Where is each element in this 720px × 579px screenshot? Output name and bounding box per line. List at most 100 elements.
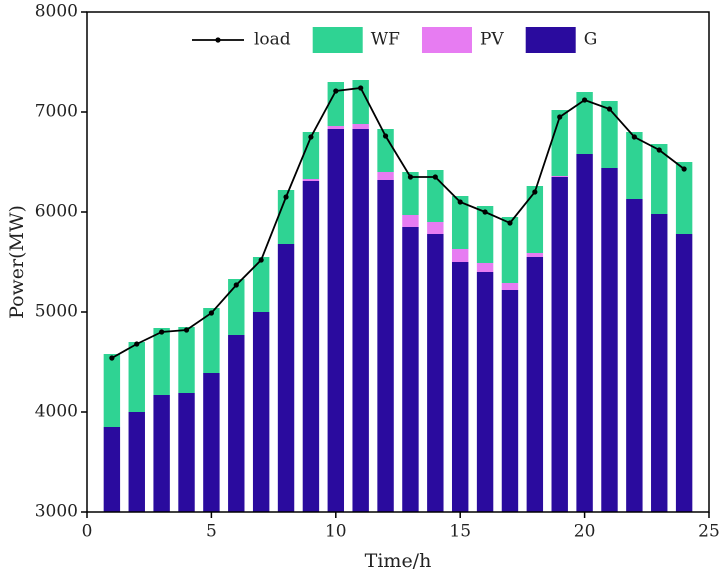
- load-marker: [208, 310, 214, 316]
- bar-segment: [526, 257, 544, 512]
- bar-segment: [228, 335, 245, 512]
- load-marker: [233, 282, 239, 288]
- bar-segment: [302, 132, 320, 179]
- bar-segment: [352, 124, 369, 129]
- bar-segment: [377, 180, 394, 512]
- load-marker: [557, 114, 563, 120]
- x-tick-label: 15: [449, 522, 471, 542]
- load-marker: [432, 174, 438, 180]
- bar-segment: [252, 257, 270, 312]
- y-tick-label: 7000: [35, 102, 78, 122]
- bar-segment: [252, 312, 270, 512]
- bar-segment: [526, 253, 544, 257]
- plot-frame: [86, 11, 710, 513]
- legend-label: load: [254, 30, 291, 50]
- x-axis-title: Time/h: [365, 550, 432, 572]
- load-marker: [134, 341, 140, 347]
- bar-segment: [203, 308, 220, 373]
- legend-label: PV: [480, 30, 504, 50]
- bar-segment: [551, 176, 568, 177]
- legend-swatch: [421, 27, 472, 53]
- bar-segment: [651, 214, 668, 512]
- bar-segment: [128, 412, 145, 512]
- load-marker: [382, 133, 389, 139]
- bar-segment: [402, 215, 419, 227]
- bar-segment: [626, 132, 643, 199]
- bar-segment: [551, 177, 568, 512]
- bar-segment: [451, 249, 469, 262]
- bar-segment: [153, 395, 170, 512]
- x-tick-label: 5: [206, 522, 217, 542]
- legend-swatch: [312, 27, 363, 53]
- bar-segment: [352, 129, 369, 512]
- load-marker: [482, 209, 488, 215]
- bar-segment: [128, 342, 145, 412]
- load-marker: [631, 134, 637, 140]
- y-tick-label: 4000: [35, 402, 78, 422]
- load-marker: [283, 194, 289, 200]
- bar-segment: [576, 154, 593, 512]
- load-marker: [507, 220, 513, 226]
- bar-segment: [103, 354, 121, 427]
- y-axis-title: Power(MW): [6, 205, 28, 319]
- bar-segment: [402, 227, 419, 512]
- bar-segment: [228, 279, 245, 335]
- legend-marker: [215, 37, 221, 43]
- bar-segment: [501, 283, 519, 290]
- y-tick-label: 5000: [35, 302, 78, 322]
- load-marker: [457, 199, 463, 205]
- bar-segment: [476, 206, 494, 263]
- bar-segment: [451, 196, 469, 249]
- bar-segment: [327, 129, 345, 512]
- load-line: [111, 87, 685, 359]
- x-tick-label: 0: [82, 522, 93, 542]
- load-marker: [407, 174, 414, 180]
- bar-segment: [476, 263, 494, 272]
- bar-segment: [501, 290, 519, 512]
- load-marker: [159, 329, 165, 335]
- bar-segment: [178, 393, 195, 512]
- bar-segment: [153, 328, 170, 395]
- legend-label: G: [584, 30, 598, 50]
- bar-segment: [427, 170, 444, 222]
- bar-segment: [377, 172, 394, 180]
- bar-segment: [352, 80, 369, 124]
- bar-segment: [203, 373, 220, 512]
- load-marker: [358, 85, 364, 91]
- bar-segment: [576, 92, 593, 154]
- x-tick-label: 25: [698, 522, 720, 542]
- load-marker: [109, 355, 115, 361]
- bar-segment: [551, 110, 568, 176]
- bar-segment: [277, 190, 295, 244]
- load-marker: [308, 134, 314, 140]
- bar-segment: [501, 217, 519, 283]
- load-marker: [681, 166, 687, 172]
- bar-segment: [277, 244, 295, 512]
- load-marker: [183, 327, 190, 333]
- bar-segment: [427, 222, 444, 234]
- bar-segment: [675, 162, 693, 234]
- legend-swatch: [525, 27, 576, 53]
- bar-segment: [103, 427, 121, 512]
- bar-segment: [451, 262, 469, 512]
- y-tick-label: 6000: [35, 202, 78, 222]
- bar-segment: [327, 126, 345, 129]
- load-marker: [532, 189, 538, 195]
- bar-segment: [327, 82, 345, 126]
- load-marker: [258, 257, 264, 263]
- bar-segment: [302, 179, 320, 181]
- bar-segment: [476, 272, 494, 512]
- x-tick-label: 20: [574, 522, 596, 542]
- load-marker: [582, 97, 588, 103]
- x-tick-label: 10: [325, 522, 347, 542]
- bar-segment: [601, 168, 618, 512]
- y-tick-label: 3000: [35, 502, 78, 522]
- legend-label: WF: [371, 30, 400, 50]
- load-marker: [333, 88, 339, 94]
- bar-segment: [302, 181, 320, 512]
- bar-segment: [178, 327, 195, 393]
- bar-segment: [626, 199, 643, 512]
- bar-segment: [427, 234, 444, 512]
- bar-segment: [377, 129, 394, 172]
